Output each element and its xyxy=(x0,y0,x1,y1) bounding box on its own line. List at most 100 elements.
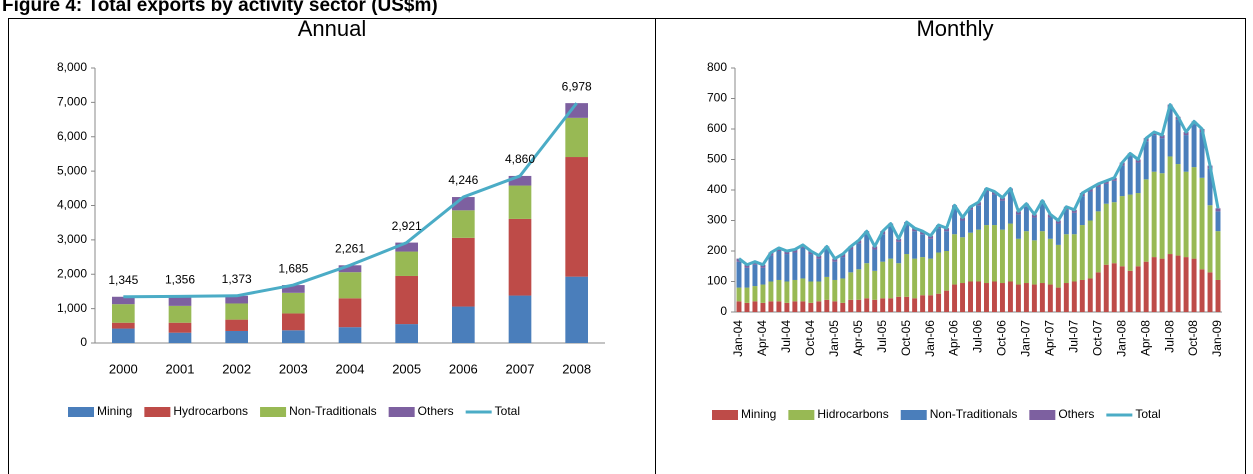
legend-swatch xyxy=(900,410,927,420)
bar-segment xyxy=(1039,231,1045,284)
bar-segment xyxy=(768,301,774,312)
bar-segment xyxy=(960,237,966,284)
bar-segment xyxy=(112,322,135,329)
bar-segment xyxy=(508,218,532,296)
bar-segment xyxy=(752,301,758,312)
bar-segment xyxy=(904,296,910,312)
bar-segment xyxy=(1103,264,1109,312)
bar-segment xyxy=(1143,141,1149,180)
bar-segment xyxy=(896,238,902,242)
bar-segment xyxy=(840,257,846,279)
bar-segment xyxy=(1007,223,1013,282)
bar-segment xyxy=(1063,283,1069,312)
x-tick-label: Oct-07 xyxy=(1090,320,1104,356)
bar-segment xyxy=(338,272,362,299)
x-tick-label: Jan-06 xyxy=(923,320,937,357)
figure-title: Figure 4: Total exports by activity sect… xyxy=(2,0,438,16)
bar-segment xyxy=(904,225,910,255)
bar-segment xyxy=(1071,212,1077,235)
legend-label: Mining xyxy=(97,404,132,418)
bar-segment xyxy=(1119,196,1125,267)
bar-segment xyxy=(1095,186,1101,212)
bar-segment xyxy=(1119,165,1125,197)
bar-segment xyxy=(856,299,862,312)
bar-segment xyxy=(1031,284,1037,312)
bar-segment xyxy=(808,302,814,312)
bar-segment xyxy=(1135,162,1141,194)
bar-segment xyxy=(168,322,192,333)
bar-segment xyxy=(848,299,854,312)
x-tick-label: Oct-08 xyxy=(1186,320,1200,356)
bar-segment xyxy=(760,284,766,303)
y-tick-label: 2,000 xyxy=(57,266,87,280)
bar-segment xyxy=(112,328,135,343)
bar-segment xyxy=(784,254,790,282)
bar-segment xyxy=(1055,287,1061,312)
bar-segment xyxy=(928,258,934,296)
y-tick-label: 5,000 xyxy=(57,163,87,177)
bar-segment xyxy=(736,287,742,302)
bar-segment xyxy=(888,226,894,259)
bar-segment xyxy=(1087,220,1093,279)
bar-segment xyxy=(1151,257,1157,312)
bar-segment xyxy=(508,175,532,186)
bar-segment xyxy=(282,313,305,331)
bar-segment xyxy=(840,302,846,312)
bar-segment xyxy=(1207,205,1213,273)
bar-segment xyxy=(1183,171,1189,258)
x-tick-label: Apr-08 xyxy=(1138,320,1152,356)
bar-segment xyxy=(1103,203,1109,265)
bar-segment xyxy=(1199,132,1205,178)
bar-segment xyxy=(565,117,588,158)
bar-segment xyxy=(1095,272,1101,312)
legend-label: Hydrocarbons xyxy=(173,404,248,418)
bar-segment xyxy=(864,263,870,299)
legend-label: Total xyxy=(495,404,520,418)
y-tick-label: 300 xyxy=(707,213,727,227)
bar-segment xyxy=(1015,238,1021,285)
bar-segment xyxy=(784,251,790,255)
data-label: 6,978 xyxy=(562,79,592,93)
bar-segment xyxy=(856,243,862,270)
bar-segment xyxy=(896,263,902,297)
bar-segment xyxy=(508,295,532,343)
legend-swatch xyxy=(260,407,287,417)
x-tick-label: Jan-09 xyxy=(1210,320,1224,357)
bar-segment xyxy=(776,251,782,280)
bar-segment xyxy=(856,269,862,300)
bar-segment xyxy=(832,261,838,280)
bar-segment xyxy=(872,270,878,300)
x-tick-label: Jan-07 xyxy=(1019,320,1033,357)
x-tick-label: Jan-04 xyxy=(731,320,745,357)
bar-segment xyxy=(912,298,918,312)
bar-segment xyxy=(1007,281,1013,312)
legend-swatch xyxy=(68,407,94,417)
bar-segment xyxy=(395,275,418,325)
bar-segment xyxy=(816,281,822,302)
bar-segment xyxy=(168,305,192,323)
bar-segment xyxy=(1127,194,1133,271)
y-tick-label: 0 xyxy=(80,335,87,349)
y-tick-label: 6,000 xyxy=(57,129,87,143)
bar-segment xyxy=(1055,244,1061,288)
bar-segment xyxy=(1127,156,1133,195)
bar-segment xyxy=(880,298,886,312)
bar-segment xyxy=(1023,231,1029,284)
legend-swatch xyxy=(712,410,738,420)
bar-segment xyxy=(848,249,854,273)
bar-segment xyxy=(338,298,362,328)
bar-segment xyxy=(999,197,1005,201)
legend-label: Non-Traditionals xyxy=(930,407,1018,421)
bar-segment xyxy=(984,225,989,284)
bar-segment xyxy=(792,252,798,280)
bar-segment xyxy=(952,284,958,312)
bar-segment xyxy=(960,283,966,312)
bar-segment xyxy=(1159,135,1165,139)
bar-segment xyxy=(968,281,973,312)
bar-segment xyxy=(896,241,902,264)
bar-segment xyxy=(832,279,838,302)
legend-label: Total xyxy=(1135,407,1160,421)
bar-segment xyxy=(920,257,926,296)
bar-segment xyxy=(1199,177,1205,270)
bar-segment xyxy=(808,254,814,282)
